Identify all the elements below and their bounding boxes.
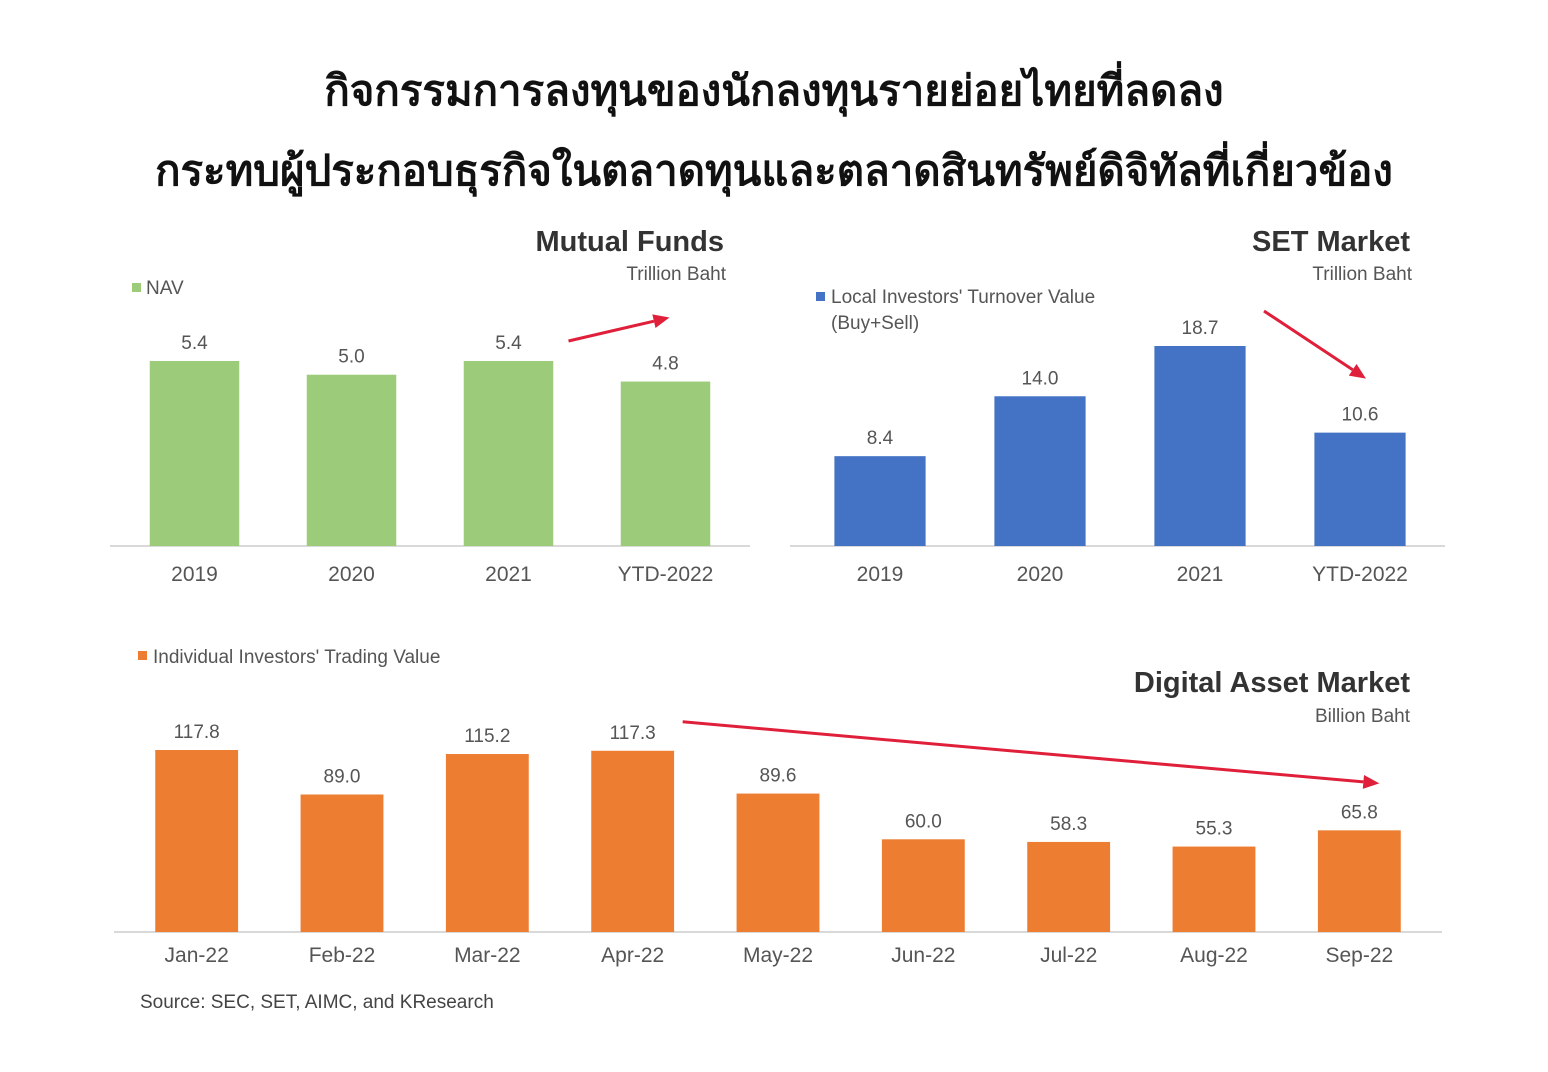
bar	[1314, 432, 1406, 546]
legend-label: Local Investors' Turnover Value	[831, 287, 1095, 308]
set-market-chart: SET Market Trillion Baht Local Investors…	[790, 226, 1450, 586]
trend-arrow-line	[682, 720, 1364, 784]
tick-label: 2020	[328, 563, 375, 586]
chart-title: Mutual Funds	[536, 226, 724, 258]
data-label: 115.2	[464, 726, 510, 747]
chart-subtitle: Trillion Baht	[626, 264, 726, 285]
bar	[994, 396, 1086, 546]
digital-asset-chart: Individual Investors' Trading Value Digi…	[114, 647, 1442, 967]
trend-arrow-line	[568, 319, 655, 343]
data-label: 5.4	[181, 333, 208, 354]
data-label: 10.6	[1342, 405, 1379, 426]
bars-layer: 117.8 Jan-22 89.0 Feb-22 115.2 Mar-22 117.3 Apr…	[114, 720, 1442, 967]
tick-label: 2021	[485, 563, 532, 586]
tick-label: 2021	[1177, 563, 1224, 586]
bar	[881, 839, 965, 932]
data-label: 18.7	[1182, 318, 1219, 339]
source-note: Source: SEC, SET, AIMC, and KResearch	[140, 992, 494, 1013]
trend-arrow-line	[1263, 309, 1354, 372]
tick-label: Aug-22	[1180, 944, 1248, 967]
bar	[463, 361, 554, 546]
tick-label: Jul-22	[1040, 944, 1097, 967]
data-label: 14.0	[1022, 368, 1059, 389]
data-label: 89.0	[324, 766, 361, 787]
tick-label: YTD-2022	[618, 563, 714, 586]
data-label: 65.8	[1341, 802, 1378, 823]
legend-label: NAV	[146, 278, 184, 299]
tick-label: Apr-22	[601, 944, 664, 967]
bar	[1027, 841, 1111, 932]
bar	[1317, 830, 1401, 932]
tick-label: YTD-2022	[1312, 563, 1408, 586]
data-label: 58.3	[1050, 814, 1087, 835]
chart-title: Digital Asset Market	[1134, 667, 1410, 699]
tick-label: 2019	[857, 563, 904, 586]
data-label: 55.3	[1196, 819, 1233, 840]
mutual-funds-panel: Mutual Funds Trillion Baht NAV 5.4 2019 5.…	[106, 218, 754, 598]
data-label: 4.8	[652, 354, 678, 375]
bars-layer: 5.4 2019 5.0 2020 5.4 2021 4.8 YTD-2022	[106, 314, 754, 586]
tick-label: 2020	[1017, 563, 1064, 586]
data-label: 117.3	[610, 723, 656, 744]
data-label: 5.4	[495, 333, 522, 354]
bar	[591, 750, 675, 932]
digital-asset-panel: Individual Investors' Trading Value Digi…	[110, 630, 1445, 990]
tick-label: Feb-22	[309, 944, 376, 967]
tick-label: Jan-22	[165, 944, 229, 967]
bar	[834, 456, 926, 546]
bar	[300, 794, 384, 932]
bar	[155, 750, 239, 932]
bar	[1154, 346, 1246, 546]
bar	[149, 361, 240, 546]
tick-label: Mar-22	[454, 944, 521, 967]
legend-swatch	[138, 651, 147, 660]
chart-title: SET Market	[1252, 226, 1410, 258]
tick-label: Sep-22	[1325, 944, 1393, 967]
chart-subtitle: Billion Baht	[1315, 706, 1411, 727]
legend-swatch	[132, 283, 141, 292]
set-market-panel: SET Market Trillion Baht Local Investors…	[790, 218, 1450, 598]
trend-arrow-head	[1348, 363, 1366, 379]
tick-label: May-22	[743, 944, 813, 967]
bar	[445, 754, 529, 932]
legend-label-line-2: (Buy+Sell)	[831, 313, 919, 334]
tick-label: Jun-22	[891, 944, 955, 967]
headline-line-1: กิจกรรมการลงทุนของนักลงทุนรายย่อยไทยที่ล…	[324, 66, 1224, 115]
legend-label: Individual Investors' Trading Value	[153, 647, 440, 668]
bar	[1172, 846, 1256, 932]
data-label: 5.0	[338, 347, 364, 368]
tick-label: 2019	[171, 563, 218, 586]
bar	[736, 793, 820, 932]
data-label: 89.6	[760, 766, 797, 787]
legend-swatch	[816, 292, 825, 301]
bars-layer: 8.4 2019 14.0 2020 18.7 2021 10.6 YTD-2022	[790, 309, 1450, 586]
data-label: 117.8	[174, 722, 220, 743]
bar	[620, 381, 711, 546]
mutual-funds-chart: Mutual Funds Trillion Baht NAV 5.420195.…	[106, 226, 754, 586]
data-label: 8.4	[867, 428, 894, 449]
trend-arrow-head	[1362, 774, 1380, 789]
headline-line-2: กระทบผู้ประกอบธุรกิจในตลาดทุนและตลาดสินท…	[155, 146, 1393, 195]
data-label: 60.0	[905, 811, 942, 832]
trend-arrow-head	[652, 314, 670, 328]
bar	[306, 374, 397, 546]
chart-subtitle: Trillion Baht	[1312, 264, 1412, 285]
